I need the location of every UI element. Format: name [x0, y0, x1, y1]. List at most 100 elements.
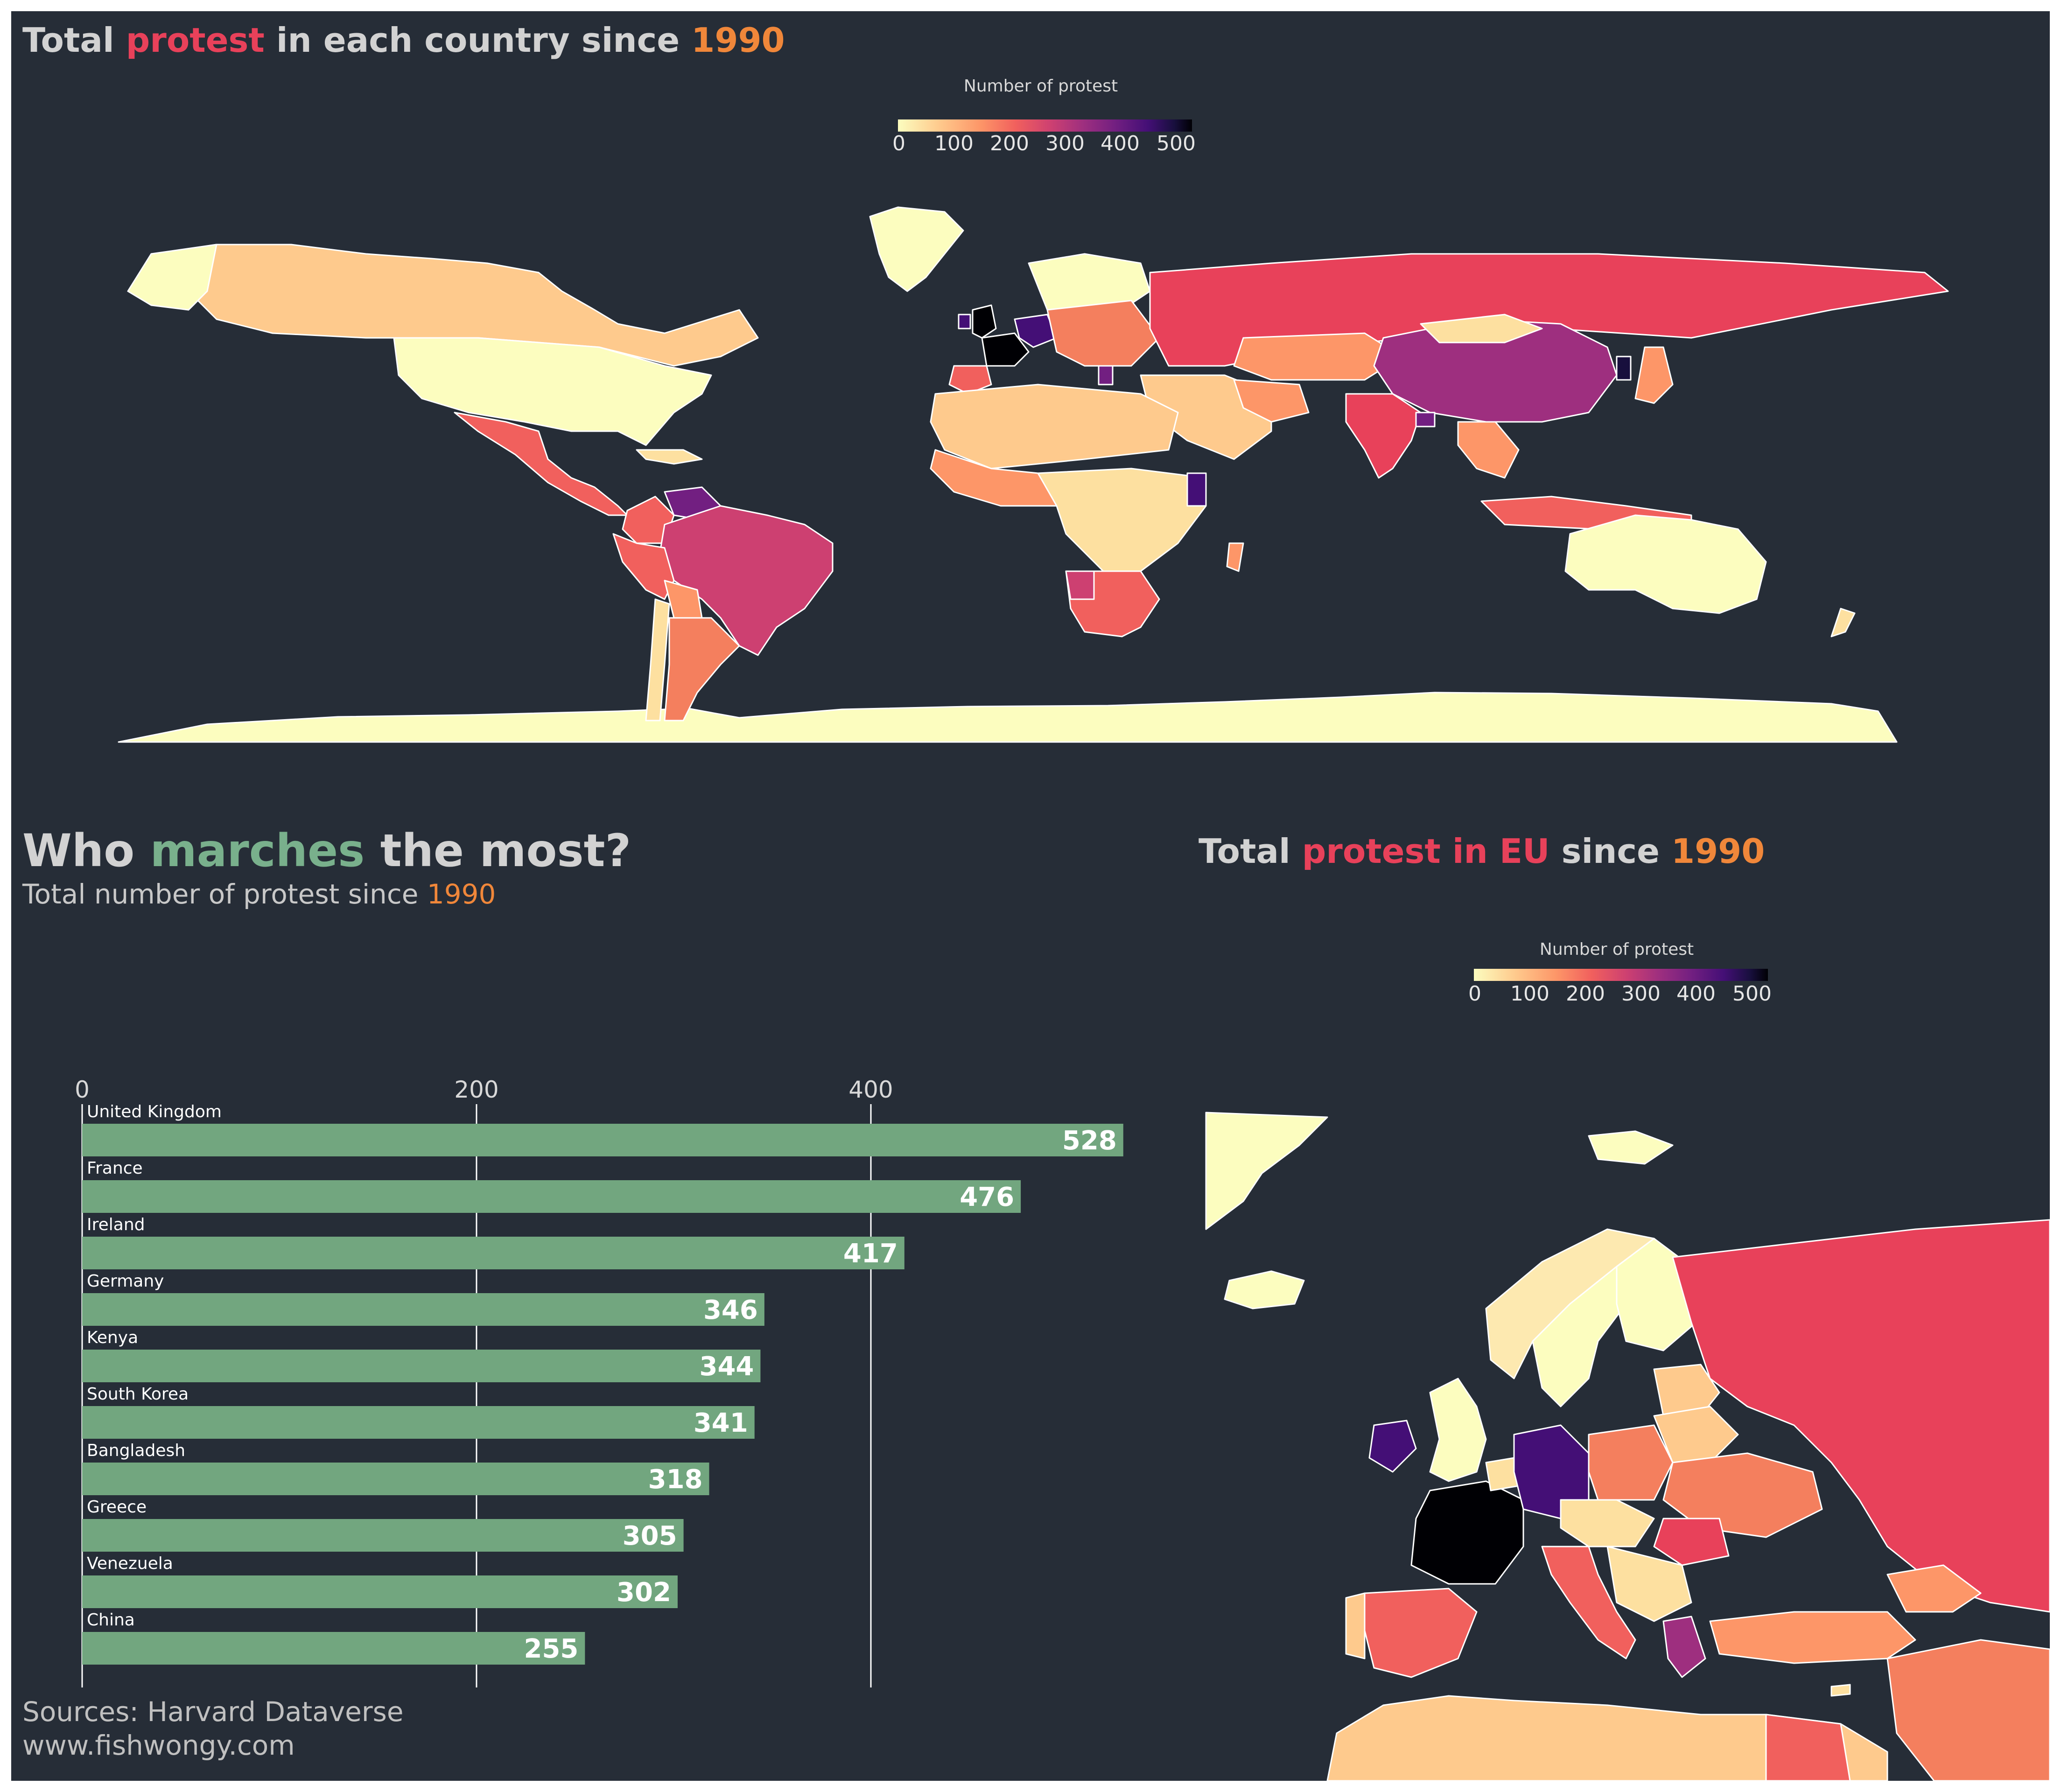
- legend-title: Number of protest: [963, 77, 1118, 96]
- legend-tick-label: 100: [934, 132, 974, 155]
- bar: [82, 1632, 585, 1665]
- uk-shape: [972, 304, 997, 339]
- kazakhstan-shape: [1233, 332, 1403, 381]
- world-map-title: Total protest in each country since 1990: [22, 21, 785, 60]
- bar-value-label: 476: [960, 1182, 1014, 1212]
- bar-value-label: 255: [524, 1634, 578, 1664]
- bar-value-label: 346: [703, 1295, 758, 1325]
- north-africa-shape: [1326, 1695, 1888, 1781]
- bar-value-label: 318: [648, 1464, 703, 1495]
- svalbard-shape: [1588, 1130, 1674, 1165]
- china-shape: [1373, 318, 1618, 423]
- russia-shape: [1672, 1219, 2050, 1613]
- source-line-1: Sources: Harvard Dataverse: [22, 1696, 404, 1728]
- bar-category-label: South Korea: [87, 1385, 189, 1404]
- legend-tick-label: 300: [1045, 132, 1085, 155]
- legend-tick-label: 300: [1621, 982, 1661, 1006]
- source-line-2: www.fishwongy.com: [22, 1729, 295, 1761]
- argentina-shape: [664, 617, 740, 721]
- legend-tick-label: 400: [1101, 132, 1140, 155]
- greece-shape: [1098, 365, 1114, 385]
- legend-tick-label: 0: [1468, 982, 1481, 1006]
- world-map: [118, 206, 1949, 743]
- alaska-shape: [127, 244, 217, 311]
- bangladesh-shape: [1415, 412, 1436, 427]
- uk-shape: [1429, 1378, 1487, 1482]
- italy-shape: [1541, 1546, 1636, 1659]
- korea-shape: [1616, 356, 1632, 381]
- bar: [82, 1180, 1021, 1213]
- legend-tick-label: 500: [1732, 982, 1772, 1006]
- x-tick-label: 400: [848, 1076, 893, 1103]
- romania-shape: [1653, 1518, 1730, 1566]
- iran-shape: [1233, 379, 1310, 423]
- france-shape: [981, 332, 1030, 367]
- usa-shape: [393, 337, 712, 446]
- middle-east-shape: [1886, 1639, 2050, 1781]
- kenya-shape: [1186, 472, 1207, 507]
- legend-tick-label: 200: [1566, 982, 1605, 1006]
- egypt-shape: [1765, 1714, 1851, 1781]
- bar-value-label: 417: [843, 1239, 898, 1269]
- eu-map-legend: Number of protest 0 100 200 300 400 500: [1463, 940, 1772, 1015]
- x-tick-label: 0: [75, 1076, 90, 1103]
- legend-tick-label: 500: [1157, 132, 1196, 155]
- bar-category-label: Germany: [87, 1272, 164, 1291]
- india-shape: [1345, 393, 1422, 479]
- bar-category-label: Venezuela: [87, 1554, 173, 1573]
- france-shape: [1410, 1480, 1524, 1585]
- legend-color-bar: [898, 119, 1192, 132]
- namibia-shape: [1065, 570, 1095, 600]
- bar: [82, 1575, 678, 1608]
- bar-chart: 0 200 400 United Kingdom 528 France 476 Ireland…: [11, 819, 1187, 1781]
- bar: [82, 1293, 764, 1326]
- cyprus-shape: [1830, 1684, 1851, 1697]
- bar-chart-title: Who marches the most?: [22, 825, 631, 877]
- world-map-panel: Total protest in each country since 1990…: [11, 11, 2050, 819]
- portugal-shape: [1345, 1592, 1366, 1659]
- madagascar-shape: [1226, 542, 1244, 572]
- bar-category-label: China: [87, 1610, 135, 1630]
- balkans-shape: [1606, 1546, 1692, 1622]
- legend-color-bar: [1474, 969, 1768, 981]
- belarus-shape: [1653, 1406, 1739, 1463]
- bar-value-label: 528: [1062, 1126, 1117, 1156]
- chile-shape: [645, 598, 670, 721]
- antarctica-shape: [118, 692, 1898, 743]
- new-zealand-shape: [1830, 608, 1856, 637]
- bar: [82, 1463, 709, 1495]
- bar-category-label: Greece: [87, 1498, 147, 1517]
- bar-category-label: Ireland: [87, 1215, 145, 1234]
- legend-tick-label: 400: [1676, 982, 1716, 1006]
- ireland-shape: [1368, 1420, 1417, 1473]
- bar: [82, 1350, 761, 1382]
- bar-category-label: Bangladesh: [87, 1441, 185, 1460]
- baltic-shape: [1653, 1364, 1720, 1417]
- legend-title: Number of protest: [1539, 940, 1694, 959]
- iceland-shape: [1224, 1270, 1305, 1309]
- bar-value-label: 305: [623, 1521, 677, 1551]
- bar-chart-panel: Who marches the most? Total number of pr…: [11, 819, 1187, 1781]
- bar-category-label: Kenya: [87, 1328, 138, 1347]
- north-africa-shape: [930, 384, 1179, 469]
- australia-shape: [1564, 514, 1767, 614]
- bar: [82, 1237, 904, 1269]
- legend-tick-label: 0: [892, 132, 905, 155]
- legend-tick-label: 100: [1510, 982, 1549, 1006]
- bar-category-label: France: [87, 1159, 143, 1178]
- japan-shape: [1634, 346, 1674, 404]
- turkey-shape: [1709, 1611, 1916, 1664]
- legend-tick-label: 200: [990, 132, 1029, 155]
- caribbean-shape: [636, 449, 703, 465]
- eu-map: [1205, 1112, 2050, 1781]
- x-tick-label: 200: [454, 1076, 498, 1103]
- spain-shape: [1364, 1588, 1478, 1678]
- greenland-shape: [869, 206, 964, 292]
- canada-shape: [155, 244, 759, 367]
- se-asia-shape: [1457, 421, 1520, 479]
- poland-shape: [1588, 1424, 1674, 1501]
- bar: [82, 1519, 684, 1552]
- greenland-shape: [1205, 1112, 1328, 1230]
- mexico-shape: [454, 412, 628, 516]
- bar-value-label: 344: [699, 1351, 754, 1382]
